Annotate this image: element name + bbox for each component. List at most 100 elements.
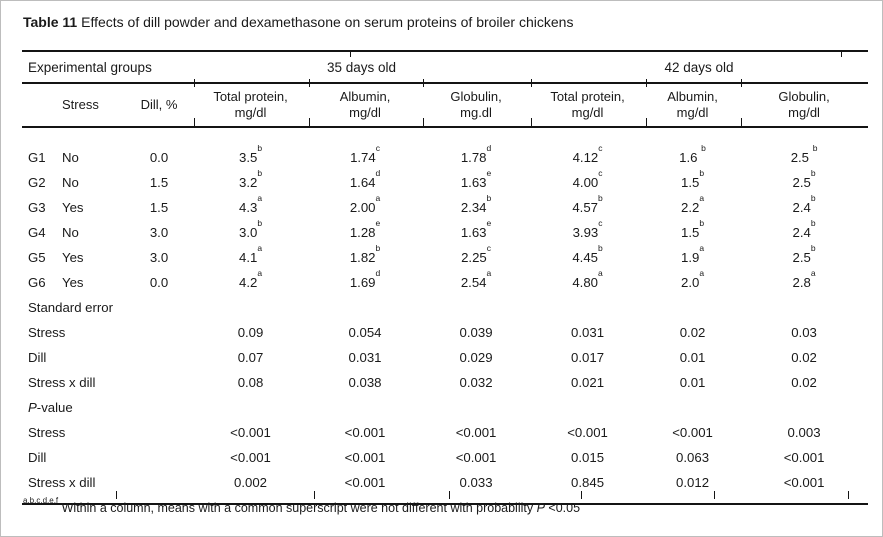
stat-label-cell: Stress [28, 424, 66, 440]
footnote-superscript: a,b,c,d,e,f [23, 495, 59, 505]
border-tick [531, 118, 532, 126]
superscript-letter: a [257, 268, 263, 279]
value-cell [422, 290, 530, 315]
border-tick [714, 491, 715, 499]
value-cell: 0.012 [676, 474, 710, 490]
superscript-letter: c [598, 168, 603, 179]
value-cell: 0.0 [149, 149, 169, 165]
superscript-letter: b [699, 168, 705, 179]
superscript-letter: e [375, 218, 381, 229]
column-header-cell: Total protein, mg/dl [193, 83, 309, 128]
value-cell: 1.74c [350, 143, 380, 165]
table-wrapper: Experimental groups 35 days old 42 days ol… [22, 50, 869, 505]
value-cell: 4.45b [572, 243, 603, 265]
superscript-letter: b [810, 218, 816, 229]
value-cell: Yes [62, 249, 84, 265]
value-cell: 1.82b [349, 243, 381, 265]
value-cell [530, 290, 645, 315]
value-cell: 0.033 [459, 474, 493, 490]
table-row: G6 Yes 0.0 4.2a 1.69d 2.54a 4.80a 2.0a 2.8a [22, 265, 868, 290]
table-row: Stress x dill 0.002 <0.001 0.033 0.845 0.012 <… [22, 465, 868, 504]
value-cell: 0.01 [679, 349, 706, 365]
superscript-letter: a [486, 268, 492, 279]
table-row: Dill <0.001 <0.001 <0.001 0.015 0.063 <0.001 [22, 440, 868, 465]
value-cell [740, 290, 868, 315]
value-cell: <0.001 [567, 424, 608, 440]
value-cell: 2.5b [792, 243, 816, 265]
value-cell: 2.0a [681, 268, 705, 290]
group-id-cell: G2 [28, 174, 46, 190]
group-header-row: Experimental groups 35 days old 42 days ol… [22, 50, 869, 84]
border-tick [194, 79, 195, 87]
value-cell: <0.001 [672, 424, 713, 440]
value-cell: <0.001 [344, 474, 386, 490]
superscript-letter: a [257, 243, 263, 254]
group-header-cell: Experimental groups [22, 50, 194, 84]
section-label-cell: Standard error [28, 299, 114, 315]
border-tick [449, 491, 450, 499]
value-cell: 0.02 [679, 324, 706, 340]
value-cell: <0.001 [344, 424, 386, 440]
column-header-cell [22, 83, 62, 128]
border-tick [314, 491, 315, 499]
group-header-cell: 35 days old [193, 50, 531, 84]
value-cell: <0.001 [455, 449, 497, 465]
border-tick [423, 118, 424, 126]
footnote-text: Within a column, means with a common sup… [58, 501, 537, 515]
border-tick [848, 491, 849, 499]
column-header-cell: Globulin, mg/dl [740, 83, 869, 128]
value-cell: <0.001 [783, 474, 825, 490]
section-label-cell: P-value [28, 399, 73, 415]
value-cell: 3.0 [149, 224, 169, 240]
value-cell [645, 290, 740, 315]
value-cell [308, 390, 422, 415]
group-id-cell: G4 [28, 224, 46, 240]
value-cell: 0.015 [571, 449, 605, 465]
value-cell: 0.063 [676, 449, 710, 465]
superscript-letter: e [486, 218, 492, 229]
border-tick [309, 118, 310, 126]
value-cell: 0.09 [237, 324, 264, 340]
value-cell: 2.5b [792, 168, 816, 190]
superscript-letter: b [810, 193, 816, 204]
value-cell [193, 390, 308, 415]
superscript-letter: b [598, 243, 603, 254]
value-cell: Yes [62, 199, 84, 215]
value-cell: 0.054 [348, 324, 382, 340]
data-table: Experimental groups 35 days old 42 days ol… [22, 50, 869, 505]
column-header-cell: Stress [62, 83, 125, 128]
stat-label-cell: Dill [28, 449, 47, 465]
value-cell: 1.78d [460, 143, 492, 165]
value-cell [422, 390, 530, 415]
value-cell: 4.12c [572, 143, 603, 165]
value-cell: 1.5b [681, 218, 705, 240]
table-row: G3 Yes 1.5 4.3a 2.00a 2.34b 4.57b 2.2a 2.4b [22, 190, 868, 215]
value-cell: 0.029 [459, 349, 493, 365]
value-cell: 3.0 [149, 249, 169, 265]
value-cell: 0.08 [237, 374, 264, 390]
table-row: Stress x dill 0.08 0.038 0.032 0.021 0.01 0.02 [22, 365, 868, 390]
value-cell [193, 290, 308, 315]
value-cell: 4.3a [238, 193, 263, 215]
stat-label-cell: Stress x dill [28, 474, 96, 490]
value-cell: 4.1a [238, 243, 263, 265]
value-cell: 0.03 [791, 324, 817, 340]
border-tick [116, 491, 117, 499]
value-cell: 1.28e [349, 218, 381, 240]
border-tick [646, 79, 647, 87]
value-cell: 1.6 b [679, 143, 706, 165]
value-cell: 2.2a [681, 193, 705, 215]
column-header-row: Stress Dill, % Total protein, mg/dl Albumin… [22, 83, 869, 128]
value-cell: No [62, 174, 79, 190]
border-tick [350, 50, 351, 57]
value-cell: 2.8a [792, 268, 816, 290]
value-cell: 2.54a [460, 268, 492, 290]
border-tick [841, 50, 842, 57]
footnote: a,b,c,d,e,f Within a column, means with … [23, 496, 580, 515]
value-cell: 3.0b [238, 218, 263, 240]
border-tick [646, 118, 647, 126]
value-cell: 0.039 [459, 324, 493, 340]
value-cell: No [62, 224, 79, 240]
value-cell [530, 390, 645, 415]
border-tick [531, 79, 532, 87]
